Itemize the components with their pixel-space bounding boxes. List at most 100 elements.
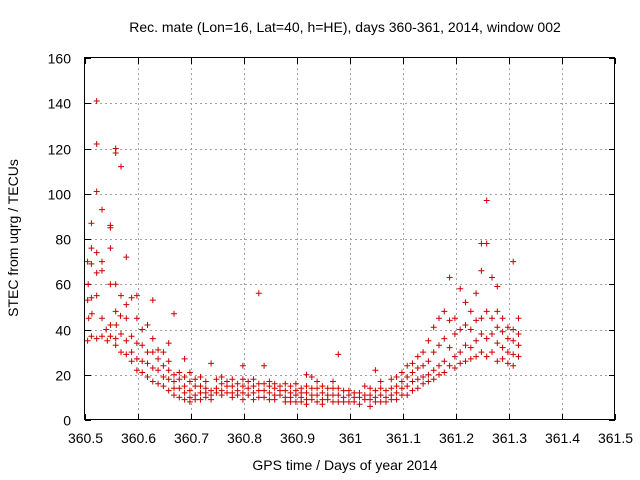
data-point: [319, 389, 326, 396]
data-point: [425, 337, 432, 344]
data-point: [250, 383, 257, 390]
data-point: [197, 383, 204, 390]
x-tick-label: 361.1: [386, 430, 421, 446]
data-point: [436, 371, 442, 378]
data-point: [128, 358, 135, 365]
data-point: [197, 374, 204, 380]
data-point: [478, 315, 485, 322]
data-point: [118, 292, 124, 299]
data-point: [430, 324, 437, 331]
data-point: [499, 328, 506, 335]
data-point: [420, 380, 427, 387]
data-point: [197, 396, 204, 403]
data-point: [165, 367, 172, 374]
data-point: [234, 380, 241, 387]
data-point: [398, 369, 405, 376]
data-point: [245, 385, 252, 392]
data-point: [103, 326, 110, 333]
data-point: [372, 398, 379, 405]
data-point: [88, 333, 95, 340]
data-point: [314, 385, 321, 392]
data-point: [383, 398, 389, 405]
data-point: [123, 351, 130, 358]
data-point: [351, 398, 358, 405]
data-point: [155, 346, 162, 353]
data-point: [504, 324, 511, 331]
data-point: [266, 396, 273, 403]
data-point: [123, 254, 130, 261]
data-point: [367, 385, 374, 392]
data-point: [467, 308, 474, 315]
data-point: [176, 376, 183, 383]
data-point: [99, 315, 105, 322]
y-tick-label: 0: [63, 413, 71, 429]
data-point: [483, 240, 490, 247]
data-point: [165, 340, 172, 347]
data-point: [409, 387, 416, 394]
data-point: [367, 396, 374, 403]
data-point: [88, 220, 95, 227]
data-point: [504, 335, 511, 342]
data-point: [181, 374, 188, 380]
data-point: [245, 392, 252, 399]
data-point: [149, 335, 156, 342]
data-point: [133, 355, 140, 362]
data-point: [282, 380, 289, 387]
data-point: [494, 340, 501, 347]
data-point: [112, 342, 119, 349]
y-axis-label: STEC from uqrg / TECUs: [5, 159, 21, 317]
data-point: [393, 374, 400, 380]
data-point: [176, 385, 183, 392]
data-point: [88, 294, 95, 301]
data-point: [462, 299, 469, 306]
data-point: [160, 374, 167, 380]
data-point: [99, 267, 105, 274]
data-point: [303, 389, 310, 396]
x-tick-label: 360.6: [121, 430, 156, 446]
data-point: [414, 376, 421, 383]
data-point: [430, 349, 437, 356]
data-point: [118, 331, 124, 337]
data-point: [494, 358, 501, 365]
data-point: [478, 349, 485, 356]
data-point: [420, 349, 427, 356]
data-point: [473, 353, 480, 360]
x-tick-label: 360.9: [280, 430, 315, 446]
data-point: [171, 378, 177, 385]
data-point: [409, 360, 416, 367]
data-point: [467, 326, 474, 333]
data-point: [218, 380, 225, 387]
data-point: [314, 378, 321, 385]
data-point: [85, 315, 92, 322]
data-point: [107, 245, 114, 252]
data-point: [446, 362, 453, 369]
data-point: [202, 378, 209, 385]
data-point: [393, 396, 400, 403]
data-point: [377, 392, 384, 399]
data-point: [144, 322, 151, 328]
data-point: [345, 392, 352, 399]
data-point: [489, 349, 495, 356]
x-tick-label: 361.2: [439, 430, 474, 446]
data-point: [84, 297, 91, 304]
data-point: [255, 380, 262, 387]
data-point: [255, 290, 262, 297]
data-point: [335, 351, 342, 358]
data-point: [393, 389, 400, 396]
data-point: [372, 367, 379, 374]
data-point: [515, 331, 522, 337]
data-point: [149, 378, 156, 385]
data-point: [128, 333, 135, 340]
y-tick-label: 20: [55, 368, 71, 384]
data-point: [377, 378, 384, 385]
data-point: [398, 378, 405, 385]
data-point: [483, 335, 490, 342]
data-point: [446, 274, 453, 281]
data-point: [483, 353, 490, 360]
data-point: [218, 374, 225, 380]
data-point: [107, 333, 114, 340]
data-point: [171, 310, 177, 317]
axis-ticks: 360.5 360.6 360.7 360.8 360.9 361 361.1 361.2 36…: [48, 51, 634, 447]
chart-title: Rec. mate (Lon=16, Lat=40, h=HE), days 3…: [129, 19, 561, 35]
data-point: [324, 385, 331, 392]
